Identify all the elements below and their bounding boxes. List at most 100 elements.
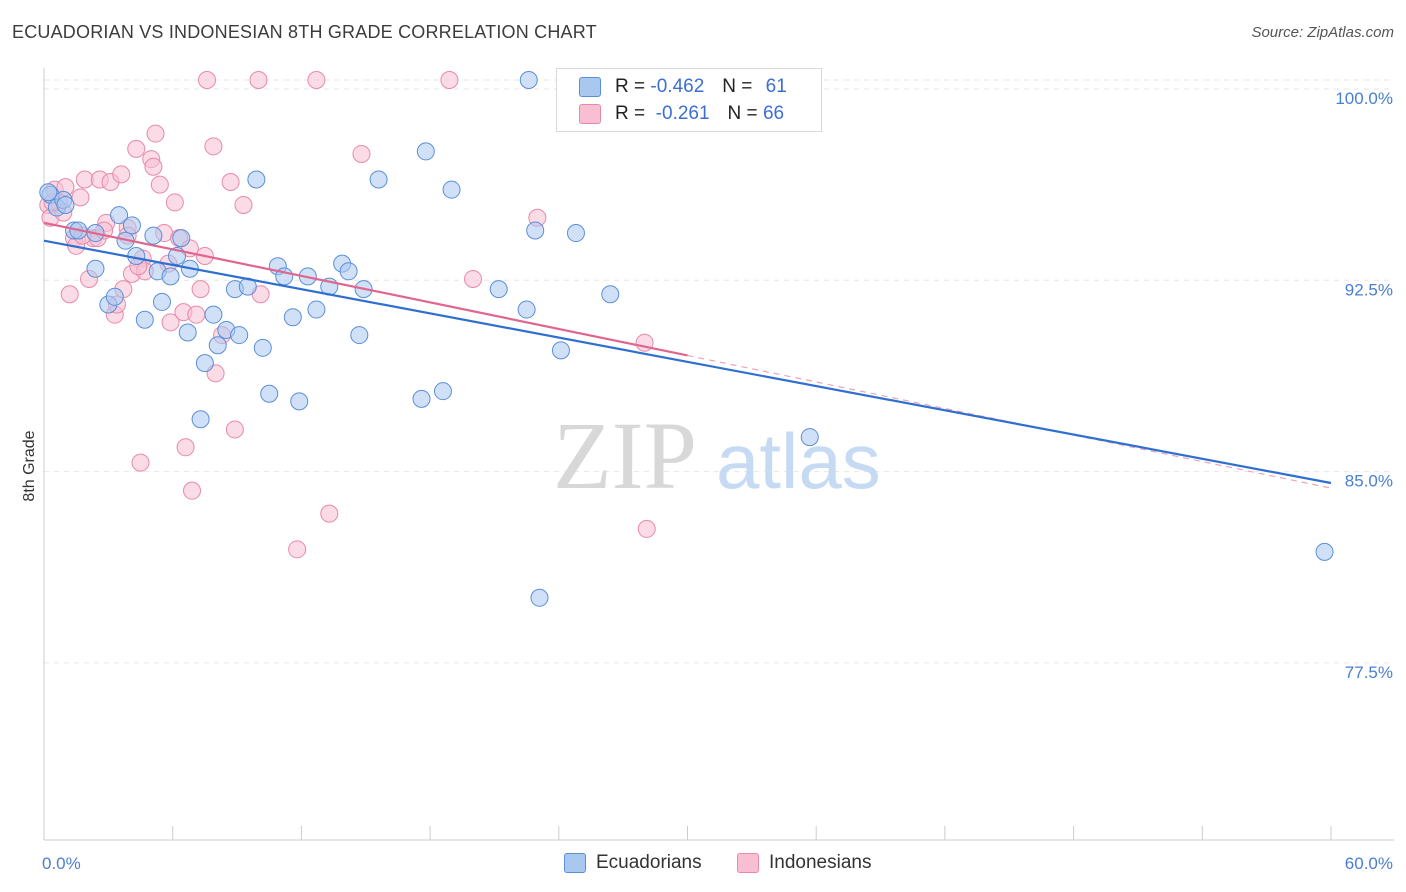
indonesian-point	[464, 269, 482, 288]
ecuadorian-point	[178, 323, 197, 342]
n-label: N =	[727, 103, 758, 124]
stats-legend: R = -0.462 N = 61 R = -0.261 N = 66	[556, 68, 822, 132]
ecuadorian-point	[208, 336, 227, 355]
x-tick-label: 60.0%	[1345, 854, 1393, 873]
legend-row-indonesians: R = -0.261 N = 66	[579, 101, 784, 127]
indonesian-point	[127, 139, 146, 158]
ecuadorian-point	[526, 221, 545, 240]
indonesian-point	[165, 193, 184, 212]
ecuadorian-point	[369, 170, 388, 189]
ecuadorian-point	[152, 292, 171, 311]
ecuadorian-point	[566, 224, 585, 243]
y-axis-label: 8th Grade	[21, 430, 38, 501]
indonesian-point	[204, 137, 223, 156]
indonesian-legend-swatch	[737, 853, 759, 873]
ecuadorian-point	[412, 389, 431, 408]
indonesian-point	[221, 173, 240, 192]
indonesian-point	[75, 170, 94, 189]
chart-title: ECUADORIAN VS INDONESIAN 8TH GRADE CORRE…	[12, 22, 597, 42]
source-label: Source: ZipAtlas.com	[1251, 24, 1394, 41]
indonesian-trend-line	[43, 221, 688, 357]
ecuadorian-point	[339, 262, 358, 281]
ecuadorian-point	[489, 280, 508, 299]
indonesian-point	[161, 313, 180, 332]
indonesian-point	[150, 175, 169, 194]
legend-item-ecuadorians[interactable]: Ecuadorians	[564, 852, 702, 874]
ecuadorian-point	[144, 226, 163, 245]
r-value: -0.462	[650, 76, 705, 97]
ecuadorian-point	[253, 338, 272, 357]
watermark-zip: ZIP	[553, 402, 697, 509]
indonesian-point	[183, 481, 202, 500]
ecuadorian-swatch	[579, 77, 601, 97]
legend-label-indonesians: Indonesians	[769, 852, 872, 873]
y-tick-label: 92.5%	[1345, 280, 1393, 299]
n-value: 66	[762, 103, 785, 124]
indonesian-point	[176, 438, 195, 457]
indonesian-point	[60, 285, 79, 304]
ecuadorian-point	[172, 229, 191, 248]
trend-lines	[43, 221, 1332, 489]
ecuadorian-point	[442, 180, 461, 199]
watermark-atlas: atlas	[716, 417, 881, 505]
ecuadorian-point	[105, 287, 124, 306]
ecuadorian-legend-swatch	[564, 853, 586, 873]
x-tick-label: 0.0%	[42, 854, 81, 873]
legend-label-ecuadorians: Ecuadorians	[596, 852, 702, 873]
indonesian-point	[352, 144, 371, 163]
watermark: ZIP atlas	[553, 402, 881, 509]
ecuadorian-point	[517, 300, 536, 319]
legend-item-indonesians[interactable]: Indonesians	[737, 852, 871, 874]
ecuadorian-point	[191, 410, 210, 429]
ecuadorian-point	[530, 588, 549, 607]
indonesian-point	[249, 71, 268, 89]
indonesian-point	[234, 195, 253, 214]
ecuadorian-point	[86, 259, 105, 278]
indonesian-point	[112, 165, 131, 184]
ecuadorian-point	[56, 195, 75, 214]
ecuadorian-point	[122, 216, 141, 235]
indonesian-point	[198, 71, 217, 89]
indonesian-point	[440, 71, 459, 89]
indonesian-point	[307, 71, 326, 89]
indonesian-point	[225, 420, 244, 439]
n-value: 61	[765, 76, 787, 97]
ecuadorian-point	[1315, 542, 1334, 561]
indonesian-point	[191, 280, 210, 299]
ecuadorian-point	[551, 341, 570, 360]
indonesian-point	[71, 188, 90, 207]
ecuadorian-point	[601, 285, 620, 304]
indonesian-point	[187, 305, 206, 324]
ecuadorian-point	[800, 428, 819, 447]
ecuadorian-trend-line	[43, 239, 1332, 485]
y-tick-label: 77.5%	[1345, 663, 1393, 682]
ecuadorian-point	[290, 392, 309, 411]
indonesian-point	[146, 124, 165, 143]
ecuadorian-point	[519, 71, 538, 89]
ecuadorian-point	[433, 382, 452, 401]
ecuadorian-point	[247, 170, 266, 189]
ecuadorian-point	[283, 308, 302, 327]
y-tick-label: 100.0%	[1335, 89, 1393, 108]
ecuadorian-point	[416, 142, 435, 161]
series-legend: Ecuadorians Indonesians	[0, 852, 1406, 878]
ecuadorian-point	[260, 384, 279, 403]
ecuadorian-point	[195, 354, 214, 373]
ecuadorian-point	[39, 183, 58, 202]
ecuadorian-points	[39, 71, 1334, 607]
ecuadorian-point	[307, 300, 326, 319]
y-tick-label: 85.0%	[1345, 472, 1393, 491]
grid	[44, 79, 1394, 664]
ecuadorian-point	[204, 305, 223, 324]
indonesian-swatch	[579, 104, 601, 124]
r-value: -0.261	[655, 103, 710, 124]
ecuadorian-point	[161, 267, 180, 286]
ecuadorian-point	[135, 310, 154, 329]
indonesian-point	[637, 519, 656, 538]
r-label: R =	[615, 76, 646, 97]
tick-labels: 100.0% 92.5% 85.0% 77.5% 0.0% 60.0%	[42, 89, 1393, 873]
indonesian-point	[144, 157, 163, 176]
indonesian-point	[288, 540, 307, 559]
indonesian-point	[320, 504, 339, 523]
